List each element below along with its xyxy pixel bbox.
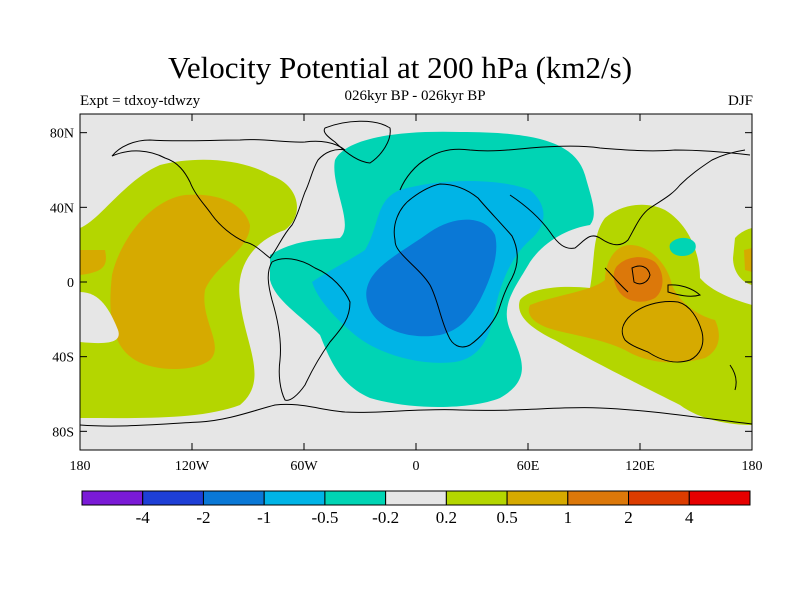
colorbar-swatch	[445, 490, 508, 506]
coastline-asia	[509, 149, 746, 249]
colorbar-swatch	[81, 490, 144, 506]
contour-negative-westpacific	[669, 237, 696, 256]
contour-positive-pacific-inner	[110, 194, 250, 369]
lon-tick-label: 120E	[625, 459, 655, 474]
colorbar-label: 4	[685, 508, 694, 527]
colorbar-swatch	[567, 490, 630, 506]
colorbar-swatch	[506, 490, 569, 506]
lat-axis: 80N 40N 0 40S 80S	[50, 127, 752, 440]
coastline-australia	[621, 301, 704, 363]
lon-tick-label: 180	[70, 459, 91, 474]
coastline-north-america	[111, 139, 346, 259]
coastline-sumatra	[604, 267, 629, 293]
coastline-south-america	[267, 258, 351, 401]
lon-tick-label: 60W	[290, 459, 318, 474]
plot-title: Velocity Potential at 200 hPa (km2/s)	[167, 50, 633, 85]
colorbar-swatch	[688, 490, 751, 506]
map-plot-area	[80, 114, 752, 450]
lon-tick-label: 0	[413, 459, 420, 474]
contour-negative-inner	[366, 219, 497, 337]
colorbar-label: -0.2	[372, 508, 399, 527]
experiment-label: Expt = tdxoy-tdwzy	[80, 93, 201, 109]
coastline-europe-north	[399, 145, 751, 191]
contour-positive-eastedge-inner	[744, 248, 752, 272]
colorbar-label: -0.5	[311, 508, 338, 527]
colorbar-label: 0.5	[496, 508, 517, 527]
coastline-new-zealand	[729, 364, 737, 391]
colorbar-label: 2	[624, 508, 633, 527]
lon-axis: 180 120W 60W 0 60E 120E 180	[70, 114, 763, 474]
coastline-africa-europe	[393, 183, 518, 348]
lon-tick-label: 180	[742, 459, 763, 474]
plot-subtitle: 026kyr BP - 026kyr BP	[344, 88, 486, 104]
colorbar-label: 1	[564, 508, 573, 527]
colorbar-swatch	[263, 490, 326, 506]
contour-positive-dateline	[80, 250, 106, 275]
colorbar-label: -1	[257, 508, 271, 527]
coastline-borneo	[631, 265, 651, 285]
colorbar-swatch	[628, 490, 690, 506]
colorbar-label: -2	[196, 508, 210, 527]
colorbar-swatch	[142, 490, 204, 506]
lat-tick-label: 80S	[52, 425, 74, 440]
colorbar-label: 0.2	[436, 508, 457, 527]
coastlines	[80, 120, 752, 427]
coastline-new-guinea	[667, 284, 702, 297]
lat-tick-label: 40N	[50, 201, 74, 216]
contour-gray-hole	[80, 292, 119, 344]
lon-tick-label: 60E	[517, 459, 540, 474]
season-label: DJF	[727, 93, 753, 109]
colorbar-label: -4	[136, 508, 151, 527]
lon-tick-label: 120W	[175, 459, 210, 474]
contour-positive-indopacific-inner	[528, 245, 719, 363]
contour-positive-eastedge	[733, 228, 752, 285]
colorbar-swatch	[324, 490, 387, 506]
colorbar-swatch	[385, 490, 447, 506]
lat-tick-label: 40S	[52, 351, 74, 366]
coastline-greenland	[323, 120, 391, 164]
coastline-antarctica	[80, 403, 752, 427]
lat-tick-label: 0	[67, 276, 74, 291]
colorbar-swatch	[202, 490, 265, 506]
colorbar: -4 -2 -1 -0.5 -0.2 0.2 0.5 1 2 4	[81, 490, 751, 527]
lat-tick-label: 80N	[50, 127, 74, 142]
